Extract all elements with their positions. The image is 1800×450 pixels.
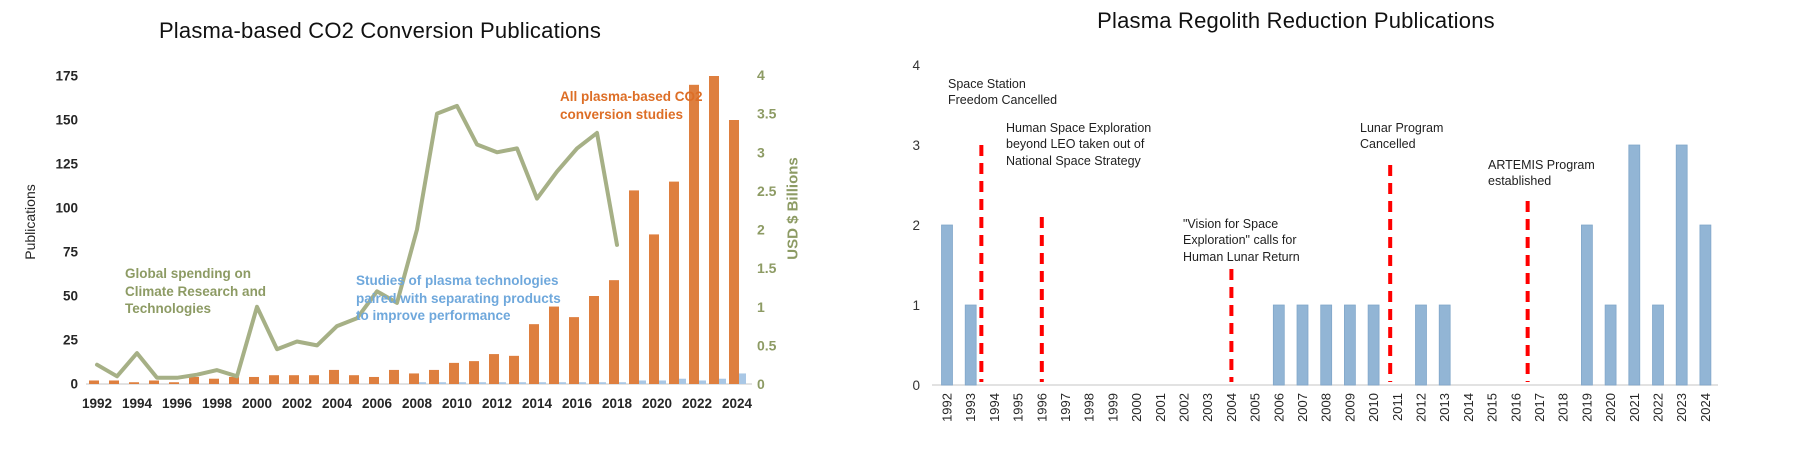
co2-chart-title: Plasma-based CO2 Conversion Publications <box>158 18 602 43</box>
svg-text:2016: 2016 <box>1508 393 1523 422</box>
svg-text:2006: 2006 <box>1271 393 1286 422</box>
svg-text:2: 2 <box>757 222 765 238</box>
svg-text:2024: 2024 <box>722 396 753 411</box>
svg-text:2004: 2004 <box>322 396 353 411</box>
svg-text:1993: 1993 <box>963 393 978 422</box>
event-label-artemis-established: ARTEMIS Program established <box>1488 158 1595 189</box>
regolith-bars <box>941 144 1712 386</box>
annotation-all-plasma-studies: All plasma-based CO2 conversion studies <box>560 89 703 122</box>
svg-text:1999: 1999 <box>1105 393 1120 422</box>
event-label-vision-for-space-exploration: "Vision for Space Exploration" calls for… <box>1183 217 1300 264</box>
svg-text:2002: 2002 <box>282 396 312 411</box>
svg-text:2018: 2018 <box>1556 393 1571 422</box>
svg-text:2016: 2016 <box>562 396 593 411</box>
svg-text:2011: 2011 <box>1390 393 1405 421</box>
svg-text:175: 175 <box>55 69 78 84</box>
svg-text:3: 3 <box>912 138 920 153</box>
svg-text:100: 100 <box>55 201 78 216</box>
svg-text:4: 4 <box>757 67 765 83</box>
svg-text:1994: 1994 <box>987 393 1002 422</box>
svg-text:2004: 2004 <box>1224 393 1239 422</box>
svg-text:2014: 2014 <box>1461 393 1476 422</box>
svg-text:2.5: 2.5 <box>757 183 777 199</box>
svg-text:2005: 2005 <box>1248 393 1263 422</box>
svg-text:2015: 2015 <box>1485 393 1500 422</box>
svg-text:2008: 2008 <box>1319 393 1334 422</box>
svg-text:2012: 2012 <box>482 396 512 411</box>
svg-text:2003: 2003 <box>1200 393 1215 422</box>
svg-text:2023: 2023 <box>1674 393 1689 422</box>
svg-text:2006: 2006 <box>362 396 393 411</box>
svg-text:3: 3 <box>757 144 765 160</box>
svg-text:0.5: 0.5 <box>757 337 777 353</box>
svg-text:1: 1 <box>912 298 920 313</box>
svg-text:2000: 2000 <box>1129 393 1144 422</box>
svg-text:2020: 2020 <box>642 396 672 411</box>
svg-text:2001: 2001 <box>1153 393 1168 422</box>
svg-text:75: 75 <box>63 245 79 260</box>
annotation-plasma-separation-studies: Studies of plasma technologies paired wi… <box>356 273 561 324</box>
svg-text:0: 0 <box>912 378 920 393</box>
svg-text:150: 150 <box>55 113 78 128</box>
svg-text:125: 125 <box>55 157 78 172</box>
svg-text:1995: 1995 <box>1011 393 1026 422</box>
svg-text:2013: 2013 <box>1437 393 1452 422</box>
co2-plot-area: 0 25 50 75 100 125 150 175 0 0.5 1 1.5 2 2.5 3 3.5 4 1992… <box>55 67 777 411</box>
svg-text:2024: 2024 <box>1698 393 1713 422</box>
svg-text:1992: 1992 <box>940 393 955 422</box>
svg-text:2010: 2010 <box>1366 393 1381 422</box>
svg-text:0: 0 <box>757 376 765 392</box>
svg-text:1996: 1996 <box>1034 393 1049 422</box>
event-label-space-station-freedom: Space Station Freedom Cancelled <box>948 77 1058 108</box>
svg-text:1998: 1998 <box>202 396 233 411</box>
svg-text:1994: 1994 <box>122 396 153 411</box>
svg-text:2021: 2021 <box>1627 393 1642 422</box>
svg-text:1996: 1996 <box>162 396 193 411</box>
svg-text:2019: 2019 <box>1579 393 1594 422</box>
svg-text:2014: 2014 <box>522 396 553 411</box>
svg-text:0: 0 <box>70 377 78 392</box>
svg-text:1998: 1998 <box>1082 393 1097 422</box>
svg-text:2009: 2009 <box>1342 393 1357 422</box>
svg-text:2010: 2010 <box>442 396 472 411</box>
event-lines <box>979 145 1530 382</box>
svg-text:2018: 2018 <box>602 396 633 411</box>
annotation-global-spending: Global spending on Climate Research and … <box>125 266 267 317</box>
svg-text:25: 25 <box>63 333 79 348</box>
svg-text:2002: 2002 <box>1177 393 1192 422</box>
svg-text:1: 1 <box>757 299 765 315</box>
co2-bars-separation-studies <box>419 373 746 384</box>
svg-text:2022: 2022 <box>1651 393 1666 422</box>
svg-text:2000: 2000 <box>242 396 272 411</box>
svg-text:1.5: 1.5 <box>757 260 777 276</box>
svg-text:2: 2 <box>912 218 920 233</box>
svg-text:2017: 2017 <box>1532 393 1547 422</box>
svg-text:2007: 2007 <box>1295 393 1310 422</box>
co2-bars-all-studies <box>89 76 739 385</box>
svg-text:2012: 2012 <box>1414 393 1429 422</box>
regolith-plot-area: 0 1 2 3 4 1992 1993 1994 1995 1996 1997 1998 1999 200… <box>912 58 1718 422</box>
event-label-lunar-program-cancelled: Lunar Program Cancelled <box>1360 121 1444 152</box>
svg-text:50: 50 <box>63 289 78 304</box>
svg-text:1997: 1997 <box>1058 393 1073 422</box>
svg-text:1992: 1992 <box>82 396 112 411</box>
svg-text:2020: 2020 <box>1603 393 1618 422</box>
regolith-chart-title: Plasma Regolith Reduction Publications <box>1097 8 1495 33</box>
svg-text:4: 4 <box>912 58 920 73</box>
climate-spending-line <box>95 103 619 380</box>
svg-text:3.5: 3.5 <box>757 106 777 122</box>
svg-text:2008: 2008 <box>402 396 433 411</box>
svg-text:2022: 2022 <box>682 396 712 411</box>
event-label-beyond-leo-removed: Human Space Exploration beyond LEO taken… <box>1006 121 1152 168</box>
